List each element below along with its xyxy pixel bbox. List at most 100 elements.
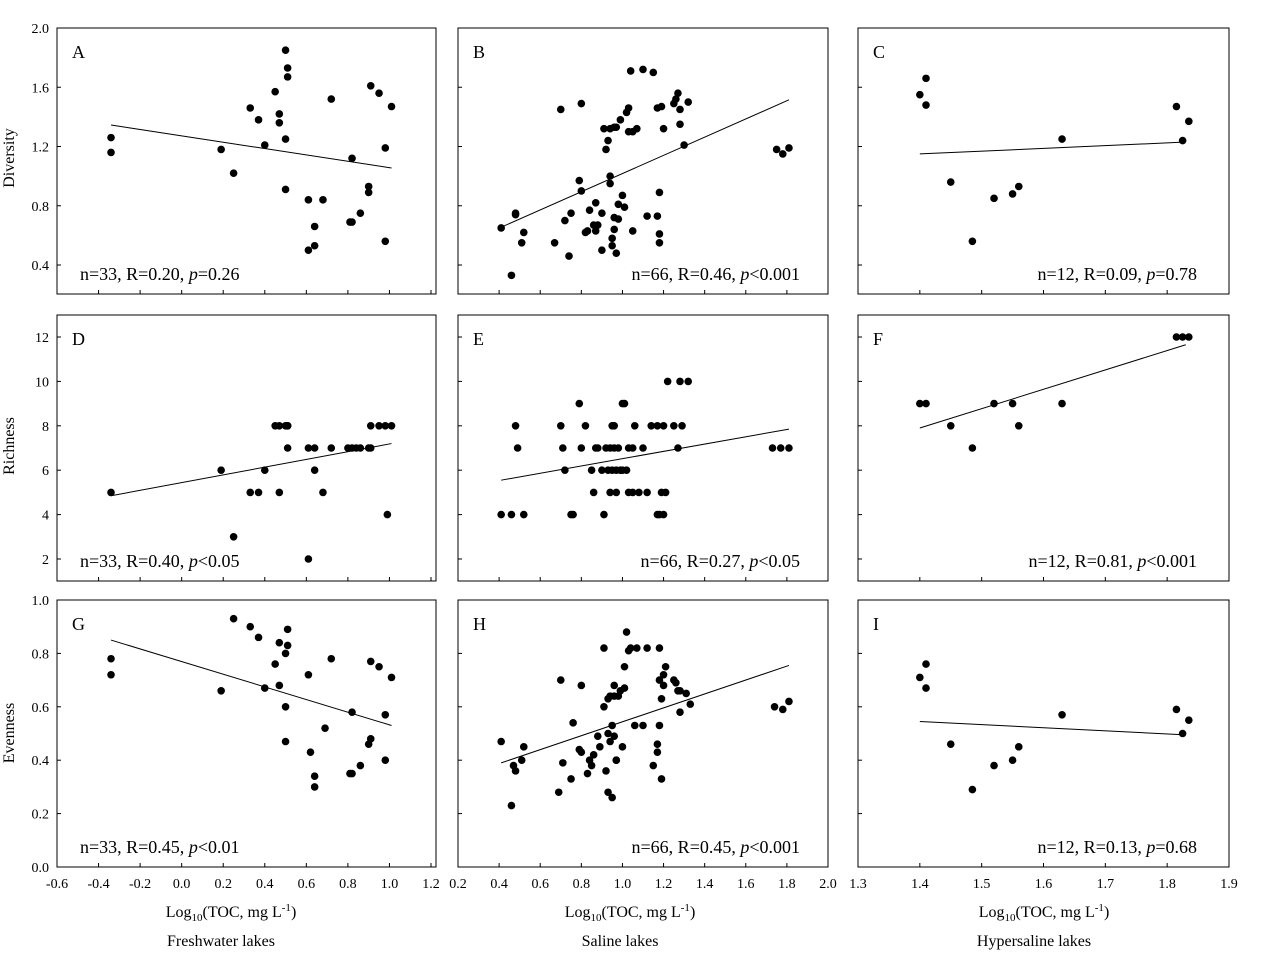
data-point [561,216,569,225]
x-tick-label: 1.6 [737,877,755,892]
data-point [275,681,284,690]
data-point [672,95,680,103]
data-point [608,241,616,250]
data-point [577,748,586,756]
data-point [649,761,658,770]
y-tick-label: 0.4 [32,754,50,769]
data-point [565,252,573,260]
data-point [768,444,777,452]
data-point [348,769,356,778]
stat-annotation: n=33, R=0.45, p<0.01 [80,837,239,857]
data-point [674,444,682,452]
data-point [684,98,693,106]
data-point [653,422,662,430]
data-point [616,116,625,124]
data-point [229,169,238,177]
data-point [1058,711,1066,719]
data-point [676,120,684,129]
x-tick-label: 1.8 [778,877,796,892]
data-point [614,444,623,452]
data-point [556,105,565,114]
data-point [990,399,998,408]
data-point [366,444,375,452]
data-point [348,154,356,163]
data-point [593,732,602,740]
data-point [628,444,637,452]
data-point [770,703,779,711]
data-point [591,198,600,207]
data-point [507,801,516,810]
data-point [612,249,621,257]
x-tick-label: 0.6 [298,877,316,892]
data-point [593,444,602,452]
data-point [519,510,528,519]
y-tick-label: 4 [42,509,49,524]
data-point [561,466,569,475]
data-point [620,662,629,671]
data-point [946,740,955,748]
data-point [676,708,684,716]
data-point [559,759,567,767]
data-point [655,188,664,197]
data-point [678,422,686,430]
data-point [639,65,647,74]
data-point [1008,190,1017,198]
regression-line [919,141,1186,155]
panel-frame [857,314,1230,582]
x-tick-label: 0.6 [531,877,549,892]
x-tick-label: 1.5 [973,877,991,892]
x-tick-label: 2.0 [819,877,837,892]
panel-label: D [72,329,85,349]
data-point [260,684,269,692]
panel-b: Bn=66, R=0.46, p<0.001 [457,27,829,295]
data-point [600,510,608,519]
data-point [1172,102,1181,111]
y-tick-label: 1.0 [32,594,50,609]
data-point [633,644,641,652]
data-point [497,510,505,519]
data-point [785,144,793,152]
data-point [567,209,575,217]
data-point [628,227,637,235]
data-point [217,466,225,475]
data-point [275,422,284,430]
data-point [271,660,279,668]
data-point [655,238,664,247]
data-point [684,377,693,386]
data-point [375,89,383,97]
data-point [304,555,313,563]
y-tick-label: 0.8 [32,647,50,662]
data-point [310,222,319,231]
regression-line [501,664,790,764]
regression-line [919,344,1186,429]
x-tick-label: 0.2 [449,877,467,892]
data-point [1178,333,1187,341]
data-point [589,488,598,497]
data-point [922,399,930,408]
data-point [635,488,643,497]
x-axis-title: Log10(TOC, mg L-1) [166,902,297,924]
data-point [606,172,614,180]
data-point [107,133,115,142]
data-point [643,488,651,497]
y-tick-label: 0.8 [32,200,50,215]
y-tick-label: 0.6 [32,701,50,716]
data-point [275,488,284,497]
data-point [620,399,629,408]
data-point [630,721,639,730]
panel-i: 1.3 1.4 1.5 1.6 1.7 1.8 1.9 In=12, R=0.13, p=0.… [849,599,1238,892]
data-point [946,178,955,186]
data-point [922,660,930,668]
data-point [569,719,577,727]
data-point [968,785,977,794]
data-point [776,444,785,452]
x-axis-title: Log10(TOC, mg L-1) [979,902,1110,924]
data-point [556,676,565,684]
data-point [778,150,787,158]
data-point [680,141,688,149]
x-tick-label: 1.4 [696,877,714,892]
panel-frame [857,599,1230,868]
data-point [614,215,623,223]
data-point [356,444,365,452]
x-tick-label: 1.4 [911,877,929,892]
